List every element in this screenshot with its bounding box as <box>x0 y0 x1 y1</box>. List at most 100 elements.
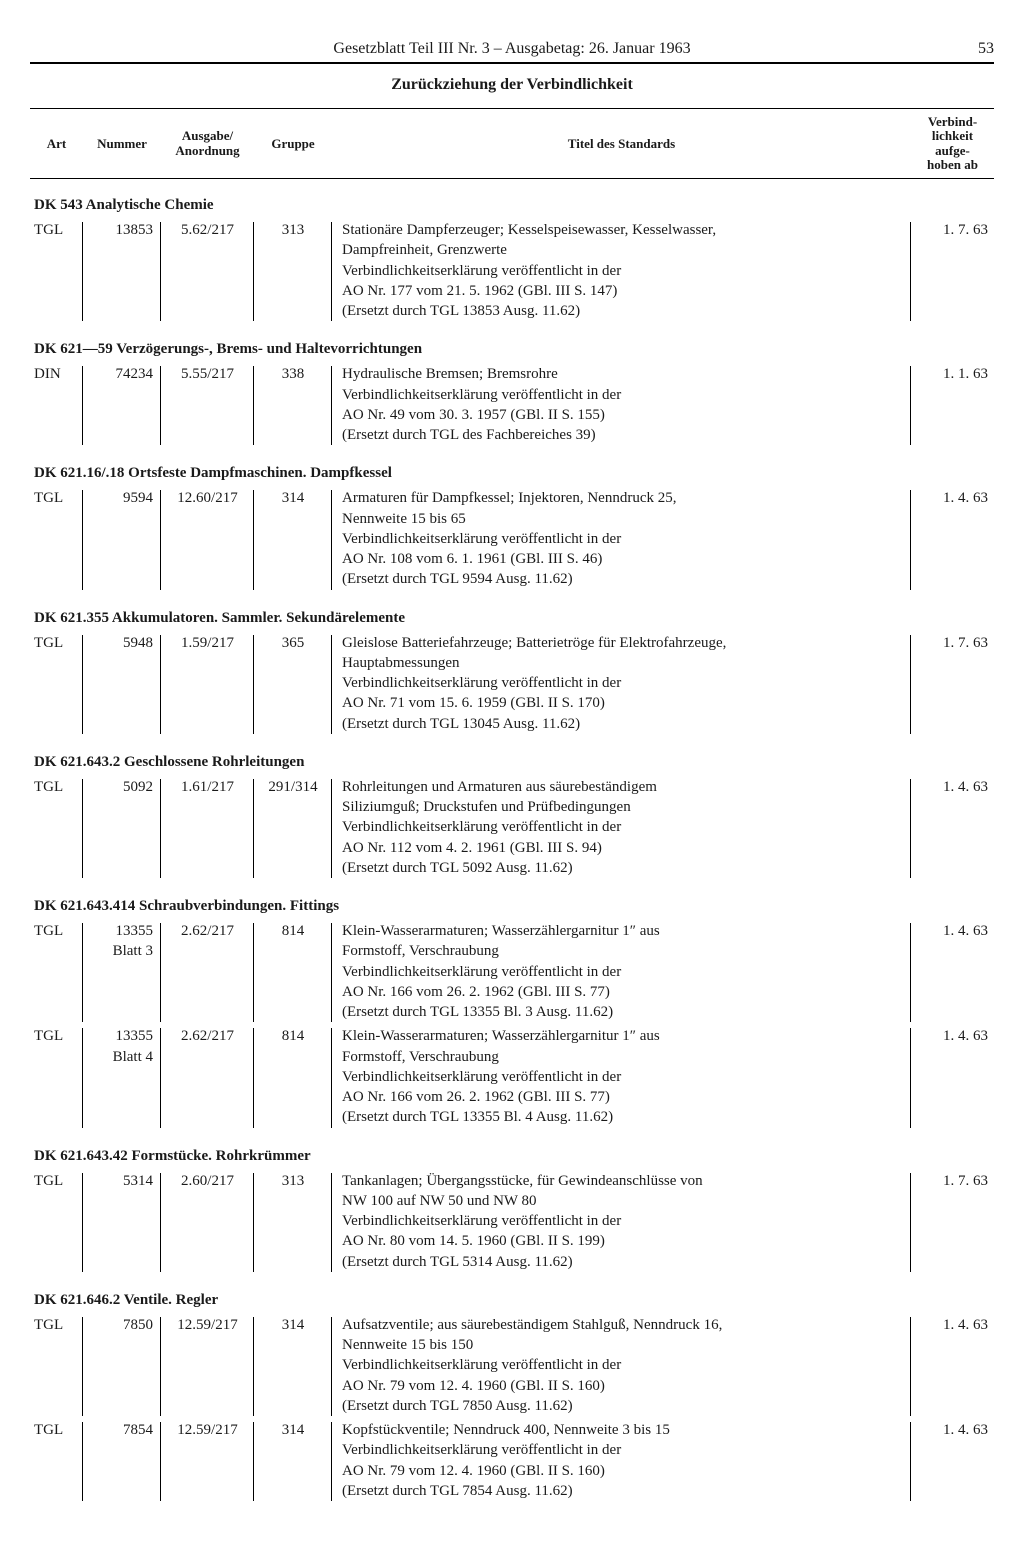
col-art: Art <box>30 109 83 179</box>
cell-date: 1. 7. 63 <box>911 1169 994 1274</box>
titel-line: Stationäre Dampferzeuger; Kesselspeisewa… <box>342 220 903 240</box>
titel-line: Hydraulische Bremsen; Bremsrohre <box>342 364 903 384</box>
cell-date: 1. 4. 63 <box>911 486 994 591</box>
cell-nummer: 13355 Blatt 3 <box>83 919 161 1024</box>
titel-line: Nennweite 15 bis 150 <box>342 1335 903 1355</box>
section-title: Zurückziehung der Verbindlichkeit <box>30 76 994 94</box>
table-row: TGL785412.59/217314Kopfstückventile; Nen… <box>30 1418 994 1503</box>
titel-line: (Ersetzt durch TGL 9594 Ausg. 11.62) <box>342 569 903 589</box>
titel-line: Verbindlichkeitserklärung veröffentlicht… <box>342 261 903 281</box>
titel-line: Gleislose Batteriefahrzeuge; Batterietrö… <box>342 633 903 653</box>
cell-gruppe: 314 <box>254 1418 332 1503</box>
cell-nummer: 5314 <box>83 1169 161 1274</box>
cell-gruppe: 291/314 <box>254 775 332 880</box>
titel-line: AO Nr. 79 vom 12. 4. 1960 (GBl. II S. 16… <box>342 1461 903 1481</box>
cell-nummer: 5948 <box>83 631 161 736</box>
category-heading: DK 621.643.2 Geschlossene Rohrleitungen <box>30 736 994 775</box>
cell-nummer: 7850 <box>83 1313 161 1418</box>
cell-titel: Stationäre Dampferzeuger; Kesselspeisewa… <box>332 218 911 323</box>
cell-date: 1. 4. 63 <box>911 919 994 1024</box>
titel-line: AO Nr. 108 vom 6. 1. 1961 (GBl. III S. 4… <box>342 549 903 569</box>
titel-line: AO Nr. 80 vom 14. 5. 1960 (GBl. II S. 19… <box>342 1231 903 1251</box>
cell-ausgabe: 2.60/217 <box>161 1169 254 1274</box>
cell-titel: Aufsatzventile; aus säurebeständigem Sta… <box>332 1313 911 1418</box>
category-heading: DK 621.355 Akkumulatoren. Sammler. Sekun… <box>30 592 994 631</box>
titel-line: Verbindlichkeitserklärung veröffentlicht… <box>342 529 903 549</box>
cell-art: TGL <box>30 218 83 323</box>
cell-ausgabe: 1.61/217 <box>161 775 254 880</box>
cell-nummer: 13355 Blatt 4 <box>83 1024 161 1129</box>
titel-line: (Ersetzt durch TGL 7850 Ausg. 11.62) <box>342 1396 903 1416</box>
table-row: TGL59481.59/217365Gleislose Batteriefahr… <box>30 631 994 736</box>
titel-line: Verbindlichkeitserklärung veröffentlicht… <box>342 817 903 837</box>
titel-line: Aufsatzventile; aus säurebeständigem Sta… <box>342 1315 903 1335</box>
cell-art: TGL <box>30 775 83 880</box>
cell-titel: Rohrleitungen und Armaturen aus säurebes… <box>332 775 911 880</box>
category-heading-row: DK 621.643.2 Geschlossene Rohrleitungen <box>30 736 994 775</box>
titel-line: (Ersetzt durch TGL 13853 Ausg. 11.62) <box>342 301 903 321</box>
cell-date: 1. 4. 63 <box>911 1313 994 1418</box>
titel-line: AO Nr. 71 vom 15. 6. 1959 (GBl. II S. 17… <box>342 693 903 713</box>
table-row: TGL13355 Blatt 42.62/217814Klein-Wassera… <box>30 1024 994 1129</box>
titel-line: (Ersetzt durch TGL 5092 Ausg. 11.62) <box>342 858 903 878</box>
titel-line: Nennweite 15 bis 65 <box>342 509 903 529</box>
titel-line: Rohrleitungen und Armaturen aus säurebes… <box>342 777 903 797</box>
titel-line: AO Nr. 79 vom 12. 4. 1960 (GBl. II S. 16… <box>342 1376 903 1396</box>
cell-art: TGL <box>30 1418 83 1503</box>
cell-date: 1. 7. 63 <box>911 631 994 736</box>
category-heading: DK 621.646.2 Ventile. Regler <box>30 1274 994 1313</box>
category-heading-row: DK 621—59 Verzögerungs-, Brems- und Halt… <box>30 323 994 362</box>
cell-art: TGL <box>30 1024 83 1129</box>
titel-line: Tankanlagen; Übergangsstücke, für Gewind… <box>342 1171 903 1191</box>
titel-line: (Ersetzt durch TGL 7854 Ausg. 11.62) <box>342 1481 903 1501</box>
titel-line: (Ersetzt durch TGL 13045 Ausg. 11.62) <box>342 714 903 734</box>
table-row: TGL53142.60/217313Tankanlagen; Übergangs… <box>30 1169 994 1274</box>
titel-line: Klein-Wasserarmaturen; Wasserzählergarni… <box>342 921 903 941</box>
cell-ausgabe: 1.59/217 <box>161 631 254 736</box>
cell-titel: Klein-Wasserarmaturen; Wasserzählergarni… <box>332 1024 911 1129</box>
cell-ausgabe: 12.60/217 <box>161 486 254 591</box>
cell-ausgabe: 5.55/217 <box>161 362 254 447</box>
titel-line: Verbindlichkeitserklärung veröffentlicht… <box>342 1211 903 1231</box>
titel-line: AO Nr. 166 vom 26. 2. 1962 (GBl. III S. … <box>342 1087 903 1107</box>
cell-titel: Gleislose Batteriefahrzeuge; Batterietrö… <box>332 631 911 736</box>
table-header-row: Art Nummer Ausgabe/ Anordnung Gruppe Tit… <box>30 109 994 179</box>
titel-line: Verbindlichkeitserklärung veröffentlicht… <box>342 1067 903 1087</box>
category-heading-row: DK 621.643.42 Formstücke. Rohrkrümmer <box>30 1130 994 1169</box>
titel-line: Verbindlichkeitserklärung veröffentlicht… <box>342 962 903 982</box>
cell-gruppe: 314 <box>254 1313 332 1418</box>
titel-line: Hauptabmessungen <box>342 653 903 673</box>
titel-line: NW 100 auf NW 50 und NW 80 <box>342 1191 903 1211</box>
page-header: Gesetzblatt Teil III Nr. 3 – Ausgabetag:… <box>30 40 994 64</box>
cell-date: 1. 7. 63 <box>911 218 994 323</box>
cell-nummer: 9594 <box>83 486 161 591</box>
cell-date: 1. 4. 63 <box>911 775 994 880</box>
titel-line: AO Nr. 49 vom 30. 3. 1957 (GBl. II S. 15… <box>342 405 903 425</box>
cell-nummer: 74234 <box>83 362 161 447</box>
titel-line: (Ersetzt durch TGL 5314 Ausg. 11.62) <box>342 1252 903 1272</box>
titel-line: AO Nr. 177 vom 21. 5. 1962 (GBl. III S. … <box>342 281 903 301</box>
table-row: TGL50921.61/217291/314Rohrleitungen und … <box>30 775 994 880</box>
cell-ausgabe: 2.62/217 <box>161 919 254 1024</box>
table-row: TGL785012.59/217314Aufsatzventile; aus s… <box>30 1313 994 1418</box>
titel-line: Siliziumguß; Druckstufen und Prüfbedingu… <box>342 797 903 817</box>
table-row: TGL959412.60/217314Armaturen für Dampfke… <box>30 486 994 591</box>
titel-line: Dampfreinheit, Grenzwerte <box>342 240 903 260</box>
cell-titel: Klein-Wasserarmaturen; Wasserzählergarni… <box>332 919 911 1024</box>
titel-line: Verbindlichkeitserklärung veröffentlicht… <box>342 385 903 405</box>
category-heading: DK 621.643.42 Formstücke. Rohrkrümmer <box>30 1130 994 1169</box>
table-row: DIN742345.55/217338Hydraulische Bremsen;… <box>30 362 994 447</box>
cell-date: 1. 4. 63 <box>911 1418 994 1503</box>
category-heading-row: DK 621.16/.18 Ortsfeste Dampfmaschinen. … <box>30 447 994 486</box>
cell-gruppe: 313 <box>254 1169 332 1274</box>
category-heading: DK 621—59 Verzögerungs-, Brems- und Halt… <box>30 323 994 362</box>
col-titel: Titel des Standards <box>332 109 911 179</box>
col-gruppe: Gruppe <box>254 109 332 179</box>
cell-nummer: 13853 <box>83 218 161 323</box>
cell-ausgabe: 2.62/217 <box>161 1024 254 1129</box>
titel-line: Klein-Wasserarmaturen; Wasserzählergarni… <box>342 1026 903 1046</box>
titel-line: AO Nr. 166 vom 26. 2. 1962 (GBl. III S. … <box>342 982 903 1002</box>
standards-table: Art Nummer Ausgabe/ Anordnung Gruppe Tit… <box>30 108 994 1503</box>
titel-line: (Ersetzt durch TGL 13355 Bl. 3 Ausg. 11.… <box>342 1002 903 1022</box>
cell-titel: Kopfstückventile; Nenndruck 400, Nennwei… <box>332 1418 911 1503</box>
